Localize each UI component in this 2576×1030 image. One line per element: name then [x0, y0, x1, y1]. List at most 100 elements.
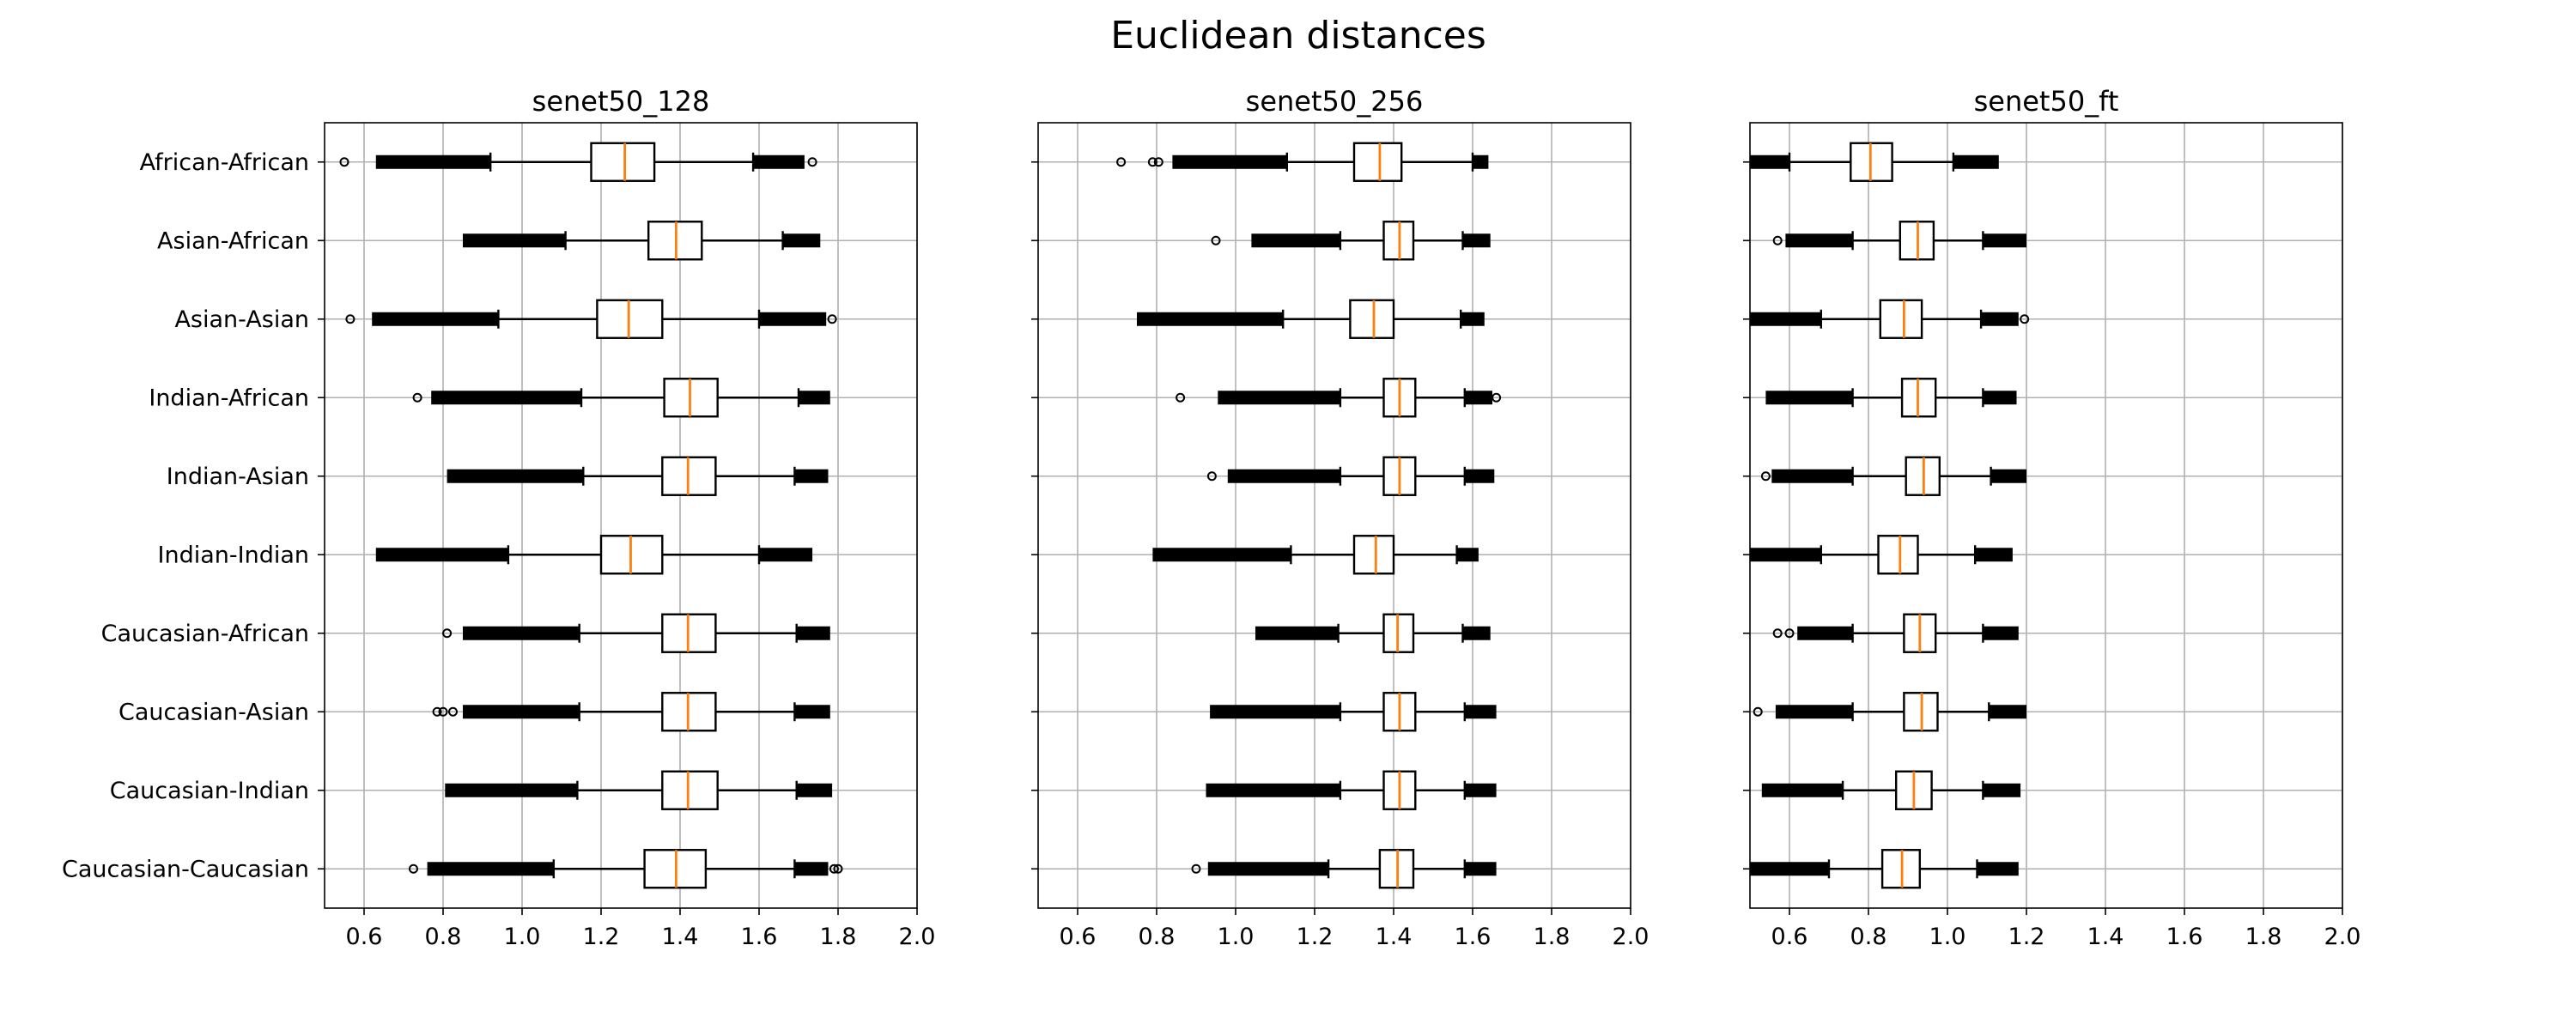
box-caucasian-african [442, 613, 830, 653]
x-tick-label: 1.2 [1297, 924, 1334, 950]
outlier-point [345, 314, 355, 324]
outlier-point [1753, 706, 1763, 717]
x-tick-label: 0.6 [346, 924, 383, 950]
x-tick-label: 1.6 [2166, 924, 2203, 950]
y-tick-label: Asian-African [157, 227, 309, 254]
outlier-point [827, 314, 837, 324]
x-tick-label: 1.6 [741, 924, 778, 950]
outlier-point [1211, 235, 1221, 245]
x-tick-label: 1.8 [1534, 924, 1571, 950]
x-tick-label: 1.2 [2008, 924, 2045, 950]
outlier-point [829, 863, 839, 874]
x-tick-label: 1.0 [1218, 924, 1255, 950]
x-tick-label: 2.0 [899, 924, 936, 950]
iqr-box [1349, 299, 1395, 339]
box-caucasian-indian [1206, 770, 1497, 810]
subplot-title: senet50_256 [1246, 85, 1424, 118]
box-asian-african [1211, 221, 1491, 261]
y-tick-label: Caucasian-Indian [110, 778, 309, 804]
outlier-point [1147, 157, 1157, 167]
box-asian-asian [1137, 299, 1485, 339]
box-asian-asian [1750, 299, 2030, 339]
subplot-1: senet50_128 0.6 0.8 1.0 1.2 1.4 1.6 1.8 2.0 Afric… [62, 85, 935, 950]
box-indian-african [412, 378, 830, 418]
iqr-box [590, 142, 656, 182]
outlier-point [448, 706, 458, 717]
x-tick-label: 1.0 [504, 924, 541, 950]
outlier-point [1206, 471, 1217, 482]
iqr-box [1352, 535, 1395, 575]
figure-title: Euclidean distances [1110, 14, 1486, 58]
subplot-2: senet50_256 0.6 0.8 1.0 1.2 1.4 1.6 1.8 2.0 [1031, 85, 1649, 950]
axes-frame [1749, 122, 2343, 909]
outlier-point [442, 628, 453, 639]
box-caucasian-indian [1761, 770, 2021, 810]
box-caucasian-asian [1210, 692, 1497, 732]
box-indian-indian [1152, 535, 1479, 575]
box-caucasian-african [1255, 613, 1491, 653]
box-indian-african [1176, 378, 1502, 418]
subplot-title: senet50_128 [532, 85, 710, 118]
box-asian-african [463, 221, 821, 261]
box-caucasian-caucasian [1750, 849, 2019, 889]
box-indian-indian [375, 535, 813, 575]
box-caucasian-african [1772, 613, 2019, 653]
y-tick-label: Asian-Asian [174, 306, 309, 333]
x-tick-label: 1.2 [583, 924, 620, 950]
box-asian-african [1772, 221, 2026, 261]
x-tick-label: 0.6 [1771, 924, 1808, 950]
box-caucasian-caucasian [409, 849, 843, 889]
outlier-point [1153, 157, 1163, 167]
x-tick-label: 1.4 [662, 924, 699, 950]
box-african-african [339, 142, 817, 182]
box-african-african [1750, 142, 1999, 182]
box-caucasian-indian [445, 770, 833, 810]
x-tick-label: 2.0 [2324, 924, 2361, 950]
x-tick-label: 1.8 [820, 924, 857, 950]
outlier-point [438, 706, 448, 717]
outlier-point [409, 863, 418, 874]
y-tick-label: African-African [140, 149, 309, 176]
outlier-point [2020, 314, 2030, 324]
iqr-box [661, 770, 719, 810]
x-tick-label: 0.8 [1139, 924, 1176, 950]
box-caucasian-asian [432, 692, 830, 732]
box-indian-asian [1206, 456, 1495, 496]
x-tick-label: 1.8 [2245, 924, 2282, 950]
outlier-point [1772, 628, 1783, 639]
axes-frame [324, 122, 918, 909]
x-tick-label: 1.4 [2087, 924, 2124, 950]
x-tick-label: 1.0 [1929, 924, 1966, 950]
box-caucasian-asian [1753, 692, 2026, 732]
box-indian-asian [1760, 456, 2026, 496]
outlier-point [1784, 628, 1795, 639]
iqr-box [1352, 142, 1403, 182]
outlier-point [432, 706, 442, 717]
y-tick-label: Caucasian-Caucasian [62, 856, 309, 882]
x-tick-label: 0.6 [1060, 924, 1097, 950]
y-tick-label: Caucasian-African [101, 621, 309, 647]
outlier-point [1176, 392, 1186, 403]
outlier-point [1760, 471, 1771, 482]
iqr-box [1879, 299, 1923, 339]
y-tick-label: Caucasian-Asian [118, 699, 309, 725]
box-african-african [1116, 142, 1489, 182]
x-tick-label: 0.8 [1850, 924, 1887, 950]
y-tick-label: Indian-African [149, 385, 309, 411]
axes-frame [1037, 122, 1631, 909]
outlier-point [339, 157, 349, 167]
x-tick-label: 1.4 [1376, 924, 1413, 950]
outlier-point [1116, 157, 1127, 167]
box-asian-asian [345, 299, 837, 339]
y-tick-label: Indian-Asian [167, 464, 309, 490]
subplot-grid: senet50_128 0.6 0.8 1.0 1.2 1.4 1.6 1.8 2.0 Afric… [62, 85, 2360, 950]
x-tick-label: 0.8 [425, 924, 462, 950]
box-indian-african [1765, 378, 2017, 418]
subplot-title: senet50_ft [1974, 85, 2119, 118]
outlier-point [807, 157, 817, 167]
outlier-point [1772, 235, 1783, 245]
outlier-point [833, 863, 843, 874]
box-indian-indian [1750, 535, 2013, 575]
subplot-3: senet50_ft 0.6 0.8 1.0 1.2 1.4 1.6 1.8 2.0 [1743, 85, 2360, 950]
